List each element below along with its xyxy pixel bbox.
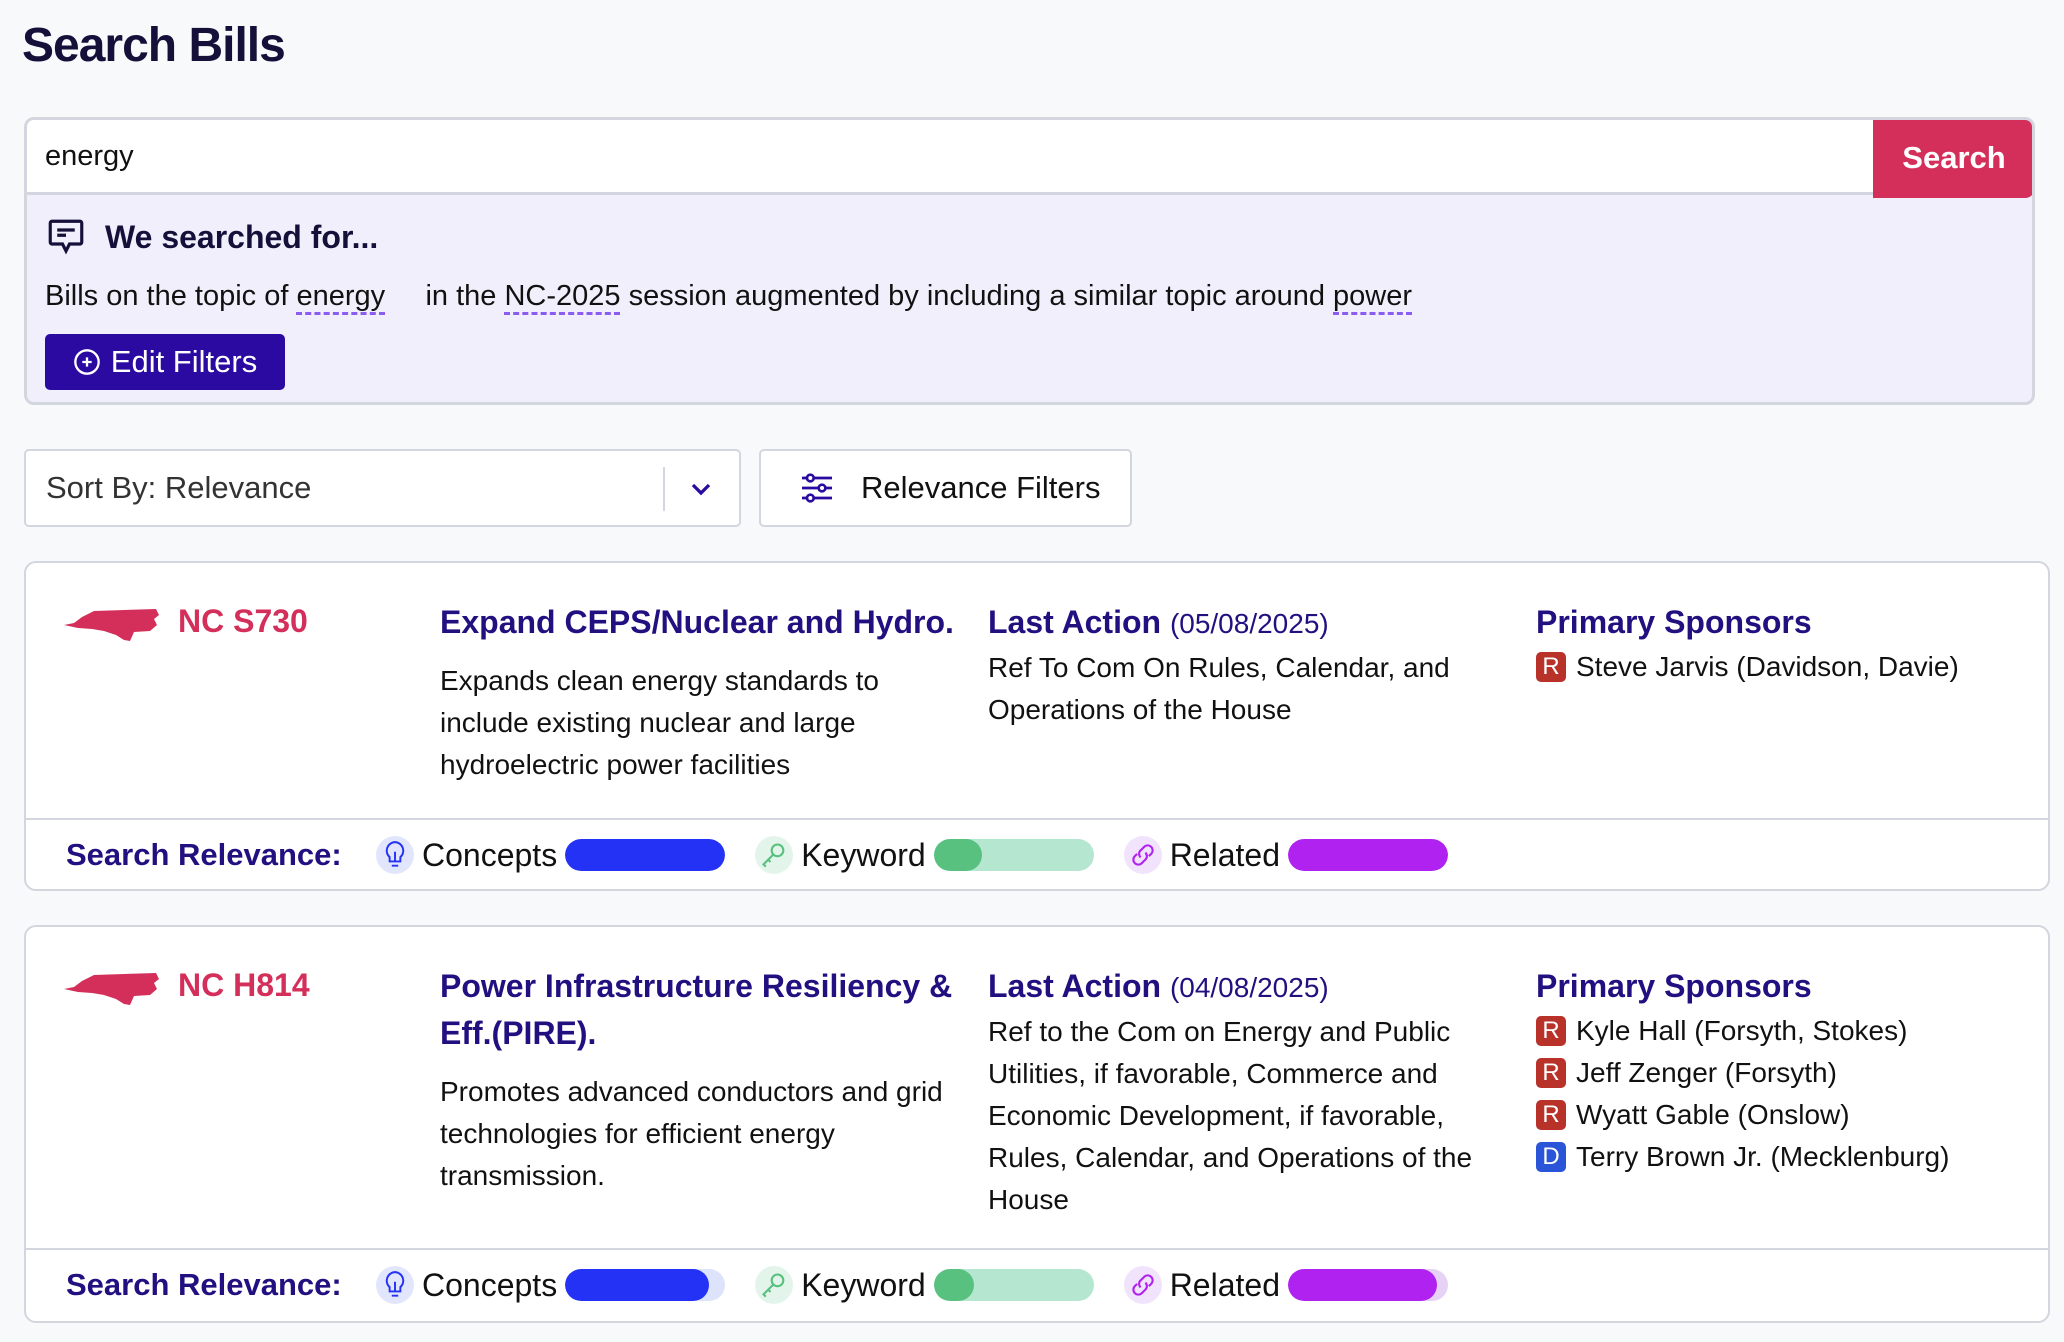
- sort-select[interactable]: Sort By: Relevance: [24, 449, 741, 527]
- bill-title[interactable]: Power Infrastructure Resiliency & Eff.(P…: [440, 968, 953, 1051]
- last-action-date: (05/08/2025): [1169, 608, 1329, 639]
- session-link[interactable]: NC-2025: [504, 280, 621, 312]
- sponsor[interactable]: D Terry Brown Jr. (Mecklenburg): [1536, 1136, 2036, 1178]
- topic-link[interactable]: energy: [296, 280, 386, 312]
- key-icon: [755, 836, 794, 874]
- search-relevance-row: Search Relevance: Concepts Keyword Relat…: [26, 1248, 2048, 1320]
- page-title: Search Bills: [22, 19, 286, 72]
- link-icon: [1123, 836, 1162, 874]
- relevance-filters-button[interactable]: Relevance Filters: [759, 449, 1132, 527]
- nc-state-icon: [64, 973, 159, 1005]
- sponsor[interactable]: R Wyatt Gable (Onslow): [1536, 1094, 2036, 1136]
- bill-summary: Expands clean energy standards to includ…: [440, 665, 879, 780]
- lightbulb-icon: [376, 1266, 414, 1304]
- related-relevance-bar: [1287, 1269, 1448, 1301]
- bill-card: NC S730 Expand CEPS/Nuclear and Hydro. E…: [24, 561, 2050, 891]
- last-action-text: Ref To Com On Rules, Calendar, and Opera…: [988, 652, 1450, 725]
- keyword-relevance-bar: [933, 839, 1094, 871]
- key-icon: [755, 1266, 794, 1304]
- last-action-heading: Last Action (05/08/2025): [988, 604, 1329, 640]
- chat-icon: [48, 219, 84, 255]
- bill-number[interactable]: NC H814: [178, 967, 310, 1003]
- lightbulb-icon: [376, 836, 414, 874]
- search-button[interactable]: Search: [1873, 120, 2032, 198]
- primary-sponsors-heading: Primary Sponsors: [1536, 604, 1812, 640]
- edit-filters-button[interactable]: Edit Filters: [45, 334, 285, 390]
- party-badge: R: [1536, 1058, 1566, 1088]
- nc-state-icon: [64, 609, 159, 641]
- searched-for-heading: We searched for...: [45, 216, 378, 258]
- sponsor[interactable]: R Jeff Zenger (Forsyth): [1536, 1052, 2036, 1094]
- concepts-relevance-bar: [565, 1269, 726, 1301]
- chevron-down-icon: [691, 483, 711, 496]
- bill-title[interactable]: Expand CEPS/Nuclear and Hydro.: [440, 604, 954, 640]
- related-topic-link[interactable]: power: [1333, 280, 1413, 312]
- related-relevance-bar: [1287, 839, 1448, 871]
- keyword-relevance-bar: [933, 1269, 1094, 1301]
- bill-summary: Promotes advanced conductors and grid te…: [440, 1076, 943, 1191]
- divider: [663, 467, 665, 511]
- sliders-icon: [802, 473, 832, 503]
- link-icon: [1123, 1266, 1162, 1304]
- last-action-date: (04/08/2025): [1169, 972, 1329, 1003]
- last-action-heading: Last Action (04/08/2025): [988, 968, 1329, 1004]
- party-badge: D: [1536, 1142, 1566, 1172]
- search-input[interactable]: [27, 120, 1879, 195]
- plus-circle-icon: [73, 349, 100, 375]
- party-badge: R: [1536, 1016, 1566, 1046]
- primary-sponsors-heading: Primary Sponsors: [1536, 968, 1812, 1004]
- concepts-relevance-bar: [565, 839, 726, 871]
- sponsor[interactable]: R Steve Jarvis (Davidson, Davie): [1536, 646, 2036, 688]
- party-badge: R: [1536, 652, 1566, 682]
- sponsor[interactable]: R Kyle Hall (Forsyth, Stokes): [1536, 1010, 2036, 1052]
- party-badge: R: [1536, 1100, 1566, 1130]
- search-relevance-row: Search Relevance: Concepts Keyword Relat…: [26, 818, 2048, 890]
- bill-card: NC H814 Power Infrastructure Resiliency …: [24, 925, 2050, 1323]
- last-action-text: Ref to the Com on Energy and Public Util…: [988, 1016, 1473, 1215]
- search-description: Bills on the topic of energy in the NC-2…: [45, 280, 1413, 312]
- search-panel: Search We searched for... Bills on the t…: [24, 117, 2035, 405]
- bill-number[interactable]: NC S730: [178, 603, 308, 639]
